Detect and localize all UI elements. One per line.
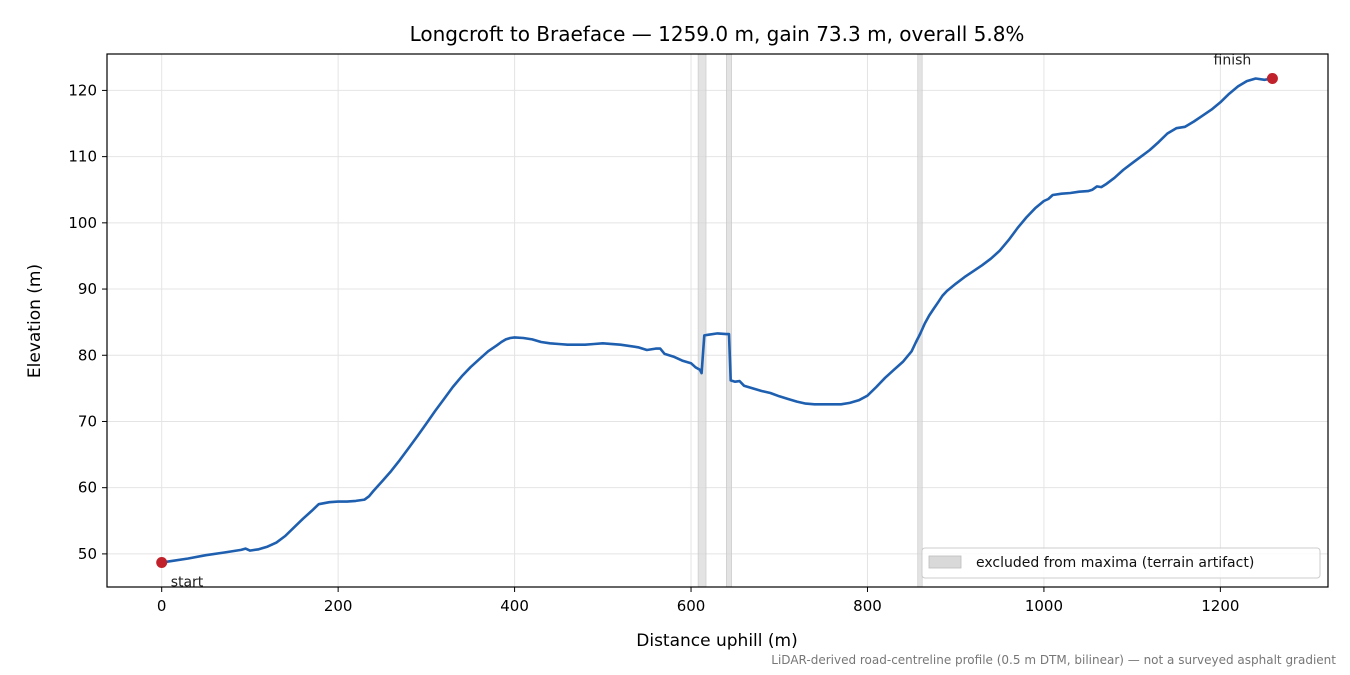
- x-tick-label: 1000: [1025, 597, 1063, 615]
- y-tick-label: 110: [68, 148, 97, 166]
- y-tick-label: 90: [78, 280, 97, 298]
- legend-swatch: [928, 555, 962, 569]
- excluded-band: [726, 53, 732, 588]
- excluded-band: [697, 53, 707, 588]
- legend: excluded from maxima (terrain artifact): [921, 547, 1321, 579]
- x-tick-label: 400: [500, 597, 529, 615]
- grid: [107, 54, 1328, 587]
- legend-label: excluded from maxima (terrain artifact): [976, 555, 1254, 571]
- y-axis-ticks: 50 60 70 80 90 100 110 120: [68, 81, 107, 563]
- y-tick-label: 60: [78, 479, 97, 497]
- series-layer: [160, 77, 1274, 564]
- x-tick-label: 600: [677, 597, 706, 615]
- plot-frame: [106, 53, 1329, 588]
- y-tick-label: 100: [68, 214, 97, 232]
- start-label: start: [171, 575, 204, 591]
- y-axis-label: Elevation (m): [25, 264, 45, 378]
- x-tick-label: 800: [853, 597, 882, 615]
- y-tick-label: 50: [78, 545, 97, 563]
- y-tick-label: 120: [68, 81, 97, 99]
- x-tick-label: 0: [157, 597, 167, 615]
- legend-box: [921, 547, 1321, 579]
- y-tick-label: 70: [78, 412, 97, 430]
- endpoint-finish: [1266, 72, 1278, 84]
- finish-label: finish: [1214, 52, 1252, 68]
- excluded-band: [917, 53, 923, 588]
- footnote: LiDAR-derived road-centreline profile (0…: [771, 653, 1336, 667]
- y-tick-label: 80: [78, 346, 97, 364]
- chart-title: Longcroft to Braeface — 1259.0 m, gain 7…: [410, 22, 1025, 46]
- x-axis-ticks: 0 200 400 600 800 1000 1200: [157, 587, 1239, 615]
- endpoint-start: [156, 557, 168, 569]
- elevation-series-line: [160, 77, 1274, 564]
- x-tick-label: 1200: [1201, 597, 1239, 615]
- x-tick-label: 200: [324, 597, 353, 615]
- x-axis-label: Distance uphill (m): [636, 631, 797, 651]
